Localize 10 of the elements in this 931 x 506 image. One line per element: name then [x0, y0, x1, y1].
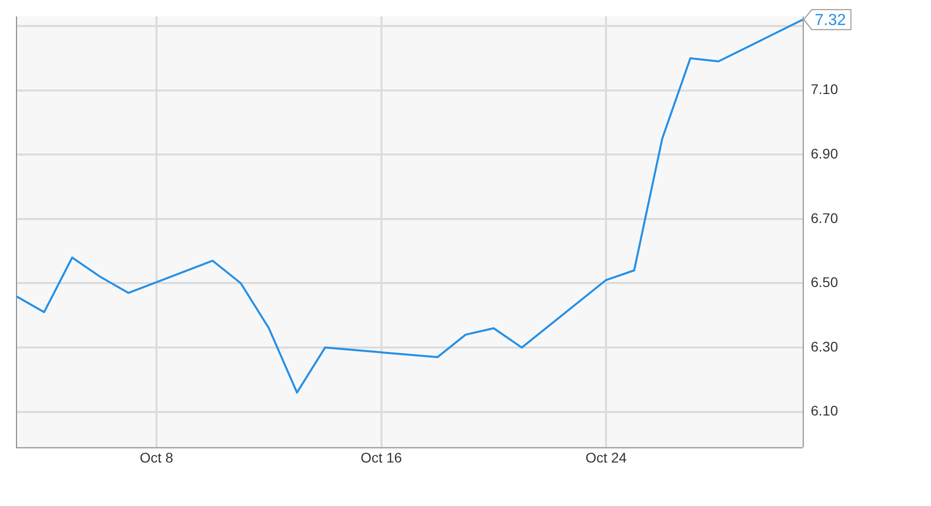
- y-tick-label: 6.30: [810, 338, 838, 354]
- x-tick-label: Oct 24: [585, 449, 627, 466]
- x-tick-label: Oct 16: [360, 449, 402, 466]
- y-tick-label: 6.50: [810, 274, 838, 290]
- annotation: 7.32: [814, 12, 846, 30]
- y-tick-label: 6.90: [810, 146, 838, 162]
- y-tick-label: 6.10: [810, 402, 838, 419]
- x-tick-label: Oct 8: [140, 449, 174, 466]
- y-tick-label: 7.10: [810, 81, 838, 98]
- y-tick-label: 6.70: [810, 210, 838, 226]
